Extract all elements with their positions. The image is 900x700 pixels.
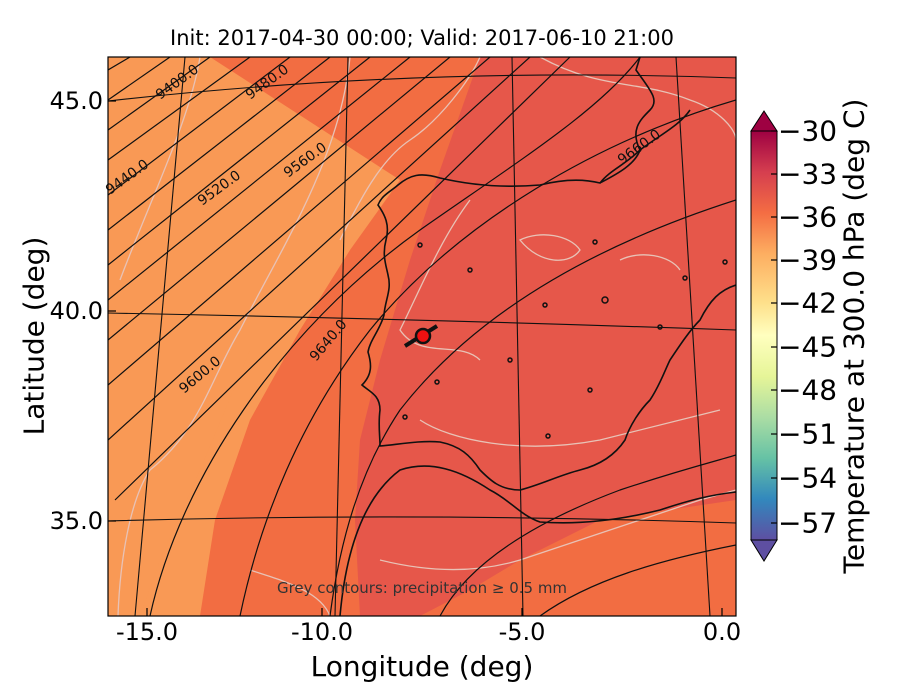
- small-contour: [417, 242, 423, 248]
- small-contour: [467, 267, 473, 273]
- parallel-45: [108, 74, 736, 102]
- colorbar-tick-label: −42: [778, 286, 838, 320]
- small-contour: [682, 275, 688, 281]
- y-axis-label: Latitude (deg): [17, 236, 51, 436]
- precip-contour: [249, 569, 331, 616]
- height-contour: [108, 57, 291, 196]
- height-contour: [108, 57, 251, 161]
- meridian-minus10: [334, 57, 349, 616]
- small-contour: [545, 433, 551, 439]
- ytick-label: 35.0: [49, 507, 103, 535]
- colorbar-tick-label: −30: [778, 114, 838, 148]
- colorbar-ticks: [771, 130, 777, 524]
- iberia-coast: [360, 57, 736, 491]
- small-contour: [542, 302, 548, 308]
- colorbar: [750, 110, 778, 562]
- temperature-band-cool-west: [108, 57, 520, 616]
- precip-contour: [379, 489, 736, 571]
- colorbar-tick-label: −51: [778, 417, 838, 451]
- small-contour: [657, 324, 663, 330]
- small-contours: [402, 239, 728, 439]
- axis-ticks: [108, 100, 723, 616]
- ytick-label: 40.0: [49, 297, 103, 325]
- xtick-label: -5.0: [498, 618, 546, 646]
- map-area: [108, 57, 736, 616]
- small-contour: [402, 414, 408, 420]
- colorbar-ramp: [750, 130, 778, 541]
- colorbar-tick-label: −45: [778, 330, 838, 364]
- height-contour: [114, 57, 571, 501]
- height-contour: [108, 57, 531, 441]
- x-axis-label: Longitude (deg): [310, 650, 534, 683]
- coastlines: [339, 57, 736, 616]
- height-contour: [108, 57, 451, 341]
- small-contour: [722, 259, 728, 265]
- colorbar-tick-label: −48: [778, 373, 838, 407]
- xtick-label: -10.0: [290, 618, 354, 646]
- colorbar-tick-label: −57: [778, 506, 838, 540]
- colorbar-tick-label: −54: [778, 461, 838, 495]
- height-contour: [439, 454, 736, 616]
- small-contour: [592, 239, 598, 245]
- precip-contour: [399, 199, 481, 361]
- precip-contour: [419, 409, 721, 447]
- height-contour: [329, 199, 736, 616]
- height-contour: [108, 57, 331, 231]
- height-contour: [108, 57, 211, 131]
- precipitation-note: Grey contours: precipitation ≥ 0.5 mm: [277, 579, 567, 597]
- small-contour: [507, 357, 513, 363]
- precip-contour: [518, 234, 581, 261]
- height-contours: [108, 57, 736, 616]
- xtick-label: -15.0: [115, 618, 179, 646]
- small-contour: [587, 387, 593, 393]
- colorbar-tick-label: −33: [778, 157, 838, 191]
- colorbar-tick-label: −36: [778, 200, 838, 234]
- colorbar-extend-bottom: [750, 539, 778, 562]
- precip-contour: [117, 57, 351, 616]
- france-coast: [599, 109, 691, 184]
- height-contour: [108, 57, 371, 266]
- colorbar-extend-top: [750, 110, 778, 132]
- precip-contour: [119, 57, 201, 281]
- location-marker: [403, 324, 439, 348]
- plot-title: Init: 2017-04-30 00:00; Valid: 2017-06-1…: [170, 26, 674, 50]
- meridian-0: [675, 57, 711, 616]
- colorbar-label: Temperature at 300.0 hPa (deg C): [837, 98, 871, 574]
- marker-circle: [414, 327, 432, 345]
- height-contour: [108, 57, 171, 101]
- small-contour: [434, 379, 440, 385]
- graticule: [108, 57, 736, 616]
- precip-contour: [339, 57, 481, 241]
- height-contour: [108, 57, 411, 301]
- parallel-35: [108, 516, 736, 524]
- height-contour: [239, 99, 736, 616]
- ytick-label: 45.0: [49, 87, 103, 115]
- temperature-band-warm: [355, 57, 736, 616]
- meridian-minus15: [134, 57, 186, 616]
- north-africa-coast: [339, 465, 736, 616]
- small-contour: [601, 296, 609, 304]
- height-contour: [108, 57, 131, 71]
- height-contour: [539, 544, 736, 616]
- colorbar-tick-label: −39: [778, 243, 838, 277]
- xtick-label: 0.0: [702, 618, 742, 646]
- parallel-40: [108, 312, 736, 331]
- meridian-minus5: [511, 57, 524, 616]
- height-contour: [108, 57, 491, 386]
- precip-contour: [619, 254, 681, 271]
- map-frame: [107, 56, 737, 617]
